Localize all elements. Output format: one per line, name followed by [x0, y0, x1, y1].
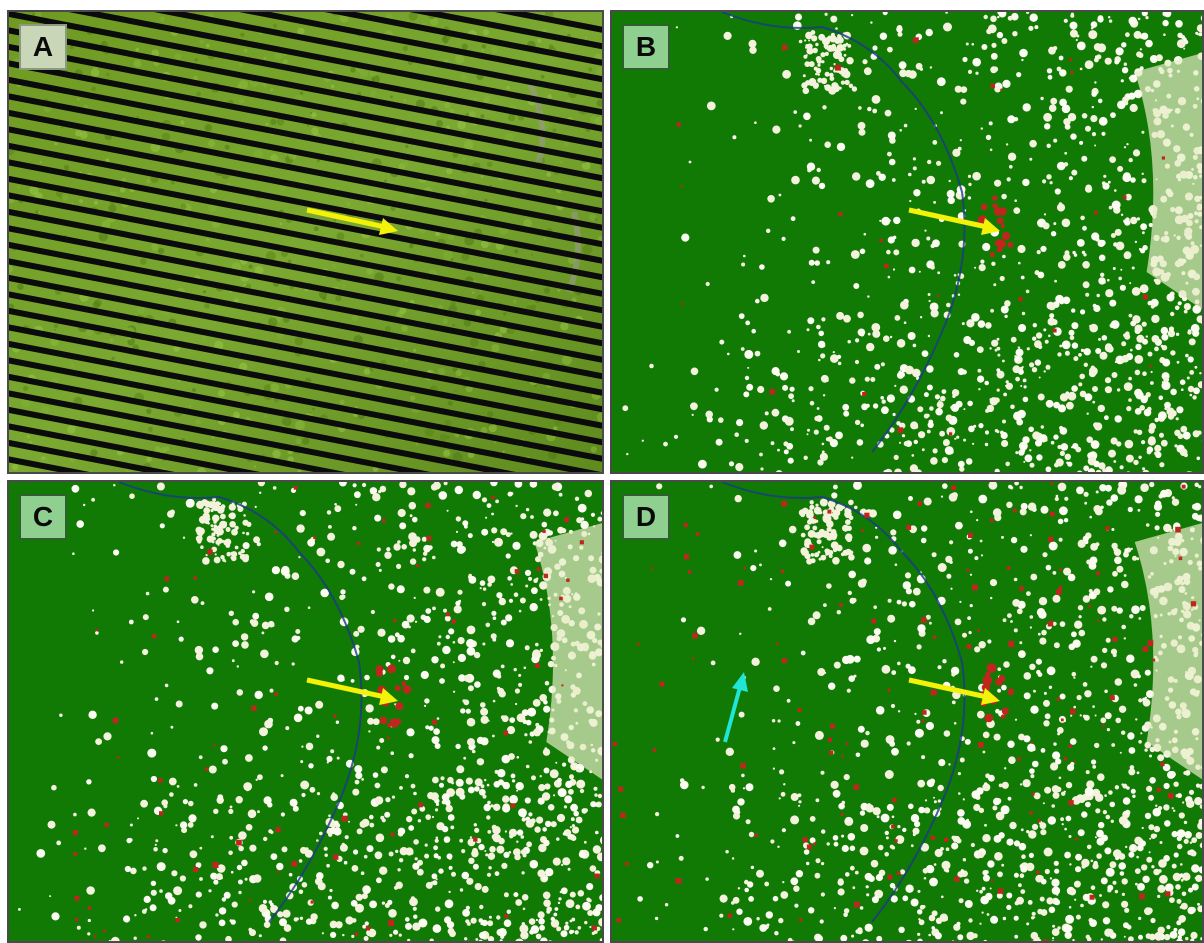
panel-c: C [7, 480, 604, 943]
arrow-right-icon [306, 207, 398, 235]
panel-label-b: B [622, 24, 670, 70]
arrow-up-icon [723, 672, 748, 743]
classification-map-c [18, 482, 602, 941]
panel-a: A [7, 10, 604, 474]
arrow-right-icon [908, 677, 1000, 705]
classification-map-d [613, 482, 1202, 941]
panel-b: B [610, 10, 1204, 474]
panel-label-a: A [19, 24, 67, 70]
arrow-right-icon [306, 677, 398, 705]
classification-map-b [622, 12, 1202, 472]
panel-label-c: C [19, 494, 67, 540]
arrow-right-icon [908, 207, 1000, 235]
striped-satellite-image [9, 12, 602, 472]
panel-label-d: D [622, 494, 670, 540]
panel-d: D [610, 480, 1204, 943]
